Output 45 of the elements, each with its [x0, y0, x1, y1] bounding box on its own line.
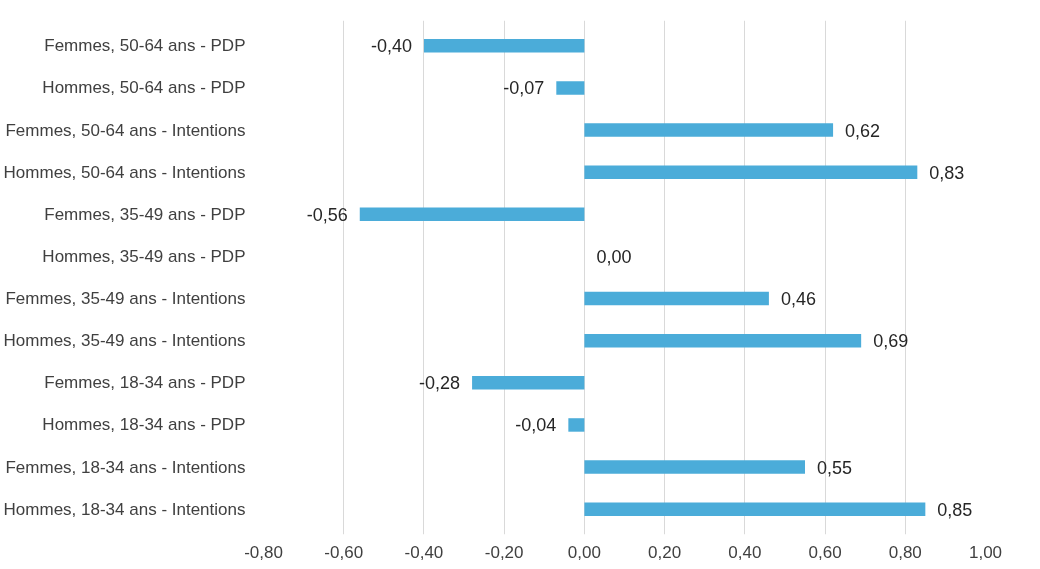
data-label: 0,85 — [937, 499, 973, 520]
bar — [472, 376, 585, 390]
data-label: -0,56 — [306, 204, 348, 225]
data-label: -0,40 — [370, 36, 412, 57]
data-label: 0,46 — [780, 289, 816, 310]
x-tick-label: 0,60 — [808, 542, 842, 562]
y-tick-label: Femmes, 50-64 ans - Intentions — [5, 120, 246, 140]
x-tick-label: -0,80 — [244, 542, 283, 562]
bar — [584, 123, 834, 137]
x-tick-label: 0,40 — [728, 542, 762, 562]
y-tick-label: Hommes, 35-49 ans - PDP — [42, 246, 246, 266]
data-label: 0,00 — [596, 246, 632, 267]
data-label: -0,28 — [419, 373, 461, 394]
y-tick-label: Hommes, 50-64 ans - Intentions — [3, 162, 246, 182]
data-label: -0,04 — [515, 415, 557, 436]
x-tick-label: 0,20 — [648, 542, 682, 562]
bar — [584, 502, 926, 516]
y-tick-label: Hommes, 35-49 ans - Intentions — [3, 331, 246, 351]
y-tick-label: Femmes, 35-49 ans - PDP — [44, 204, 246, 224]
data-label: 0,55 — [817, 457, 853, 478]
bar — [584, 460, 805, 474]
data-label: 0,69 — [873, 331, 909, 352]
y-tick-label: Femmes, 18-34 ans - PDP — [44, 373, 246, 393]
data-label: 0,83 — [929, 162, 965, 183]
x-tick-label: -0,20 — [484, 542, 524, 562]
bar — [584, 165, 918, 179]
x-tick-label: 0,80 — [888, 542, 922, 562]
data-label: -0,07 — [503, 78, 545, 99]
x-tick-label: 1,00 — [968, 542, 1003, 562]
x-tick-label: -0,60 — [324, 542, 364, 562]
y-tick-label: Hommes, 50-64 ans - PDP — [42, 78, 246, 98]
y-tick-label: Femmes, 50-64 ans - PDP — [44, 36, 246, 56]
x-tick-label: 0,00 — [567, 542, 601, 562]
bar — [584, 291, 769, 306]
bar — [584, 333, 862, 348]
bar — [568, 418, 585, 432]
bar — [556, 81, 585, 95]
data-label: 0,62 — [845, 120, 881, 141]
y-tick-label: Hommes, 18-34 ans - Intentions — [3, 499, 246, 519]
y-tick-label: Hommes, 18-34 ans - PDP — [42, 415, 246, 435]
y-tick-label: Femmes, 35-49 ans - Intentions — [5, 289, 246, 309]
x-tick-label: -0,40 — [404, 542, 444, 562]
y-tick-label: Femmes, 18-34 ans - Intentions — [5, 457, 246, 477]
bar — [359, 207, 585, 222]
bar — [423, 39, 585, 53]
